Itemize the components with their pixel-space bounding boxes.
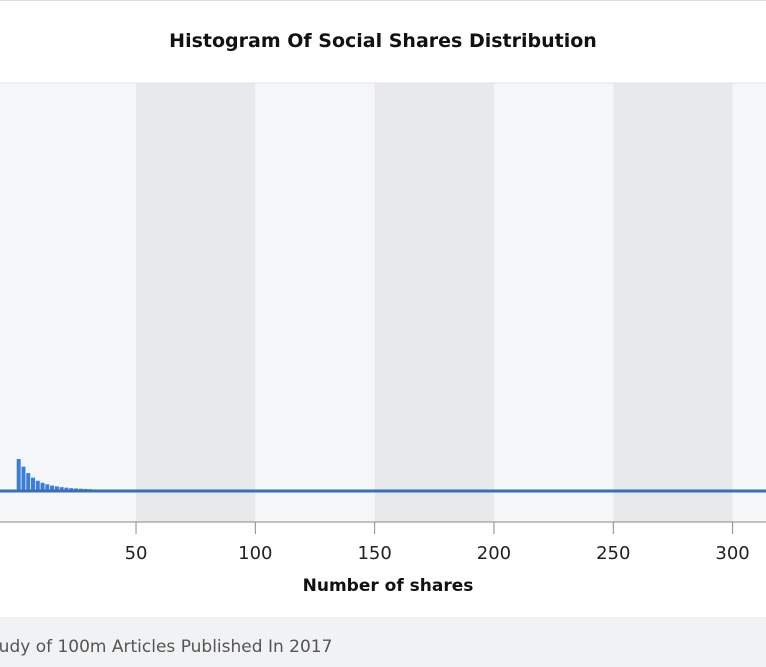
histogram-bar [59, 487, 64, 491]
plot-band [136, 83, 256, 522]
x-tick-label: 100 [238, 543, 272, 564]
histogram-bar [26, 473, 31, 491]
histogram-bar [50, 485, 55, 491]
histogram-bar [16, 459, 21, 491]
histogram-bar [45, 484, 50, 491]
plot-band [255, 83, 375, 522]
plot-band [732, 83, 766, 522]
footer-band [0, 617, 766, 667]
chart-plot: 50 100 150 200 250 300 [0, 82, 766, 564]
top-divider [0, 0, 766, 1]
source-note: tudy of 100m Articles Published In 2017 [0, 637, 333, 657]
plot-band [0, 83, 17, 522]
histogram-bar [35, 480, 40, 491]
x-axis-title: Number of shares [302, 576, 474, 596]
histogram-bar [64, 487, 69, 491]
x-tick-label: 200 [477, 543, 511, 564]
x-axis: 50 100 150 200 250 300 [0, 521, 766, 564]
plot-band [613, 83, 733, 522]
histogram-bar [21, 466, 26, 491]
plot-band [493, 83, 614, 522]
plot-band [374, 83, 494, 522]
plot-bands [0, 82, 766, 522]
x-tick-label: 300 [715, 543, 749, 564]
chart-title: Histogram Of Social Shares Distribution [169, 30, 597, 52]
histogram-bar [31, 477, 35, 491]
x-tick-label: 150 [357, 543, 391, 564]
x-tick-label: 250 [596, 543, 630, 564]
plot-band [16, 83, 137, 522]
histogram-bar [54, 486, 59, 491]
x-tick-label: 50 [125, 543, 148, 564]
histogram-bar [40, 482, 45, 491]
